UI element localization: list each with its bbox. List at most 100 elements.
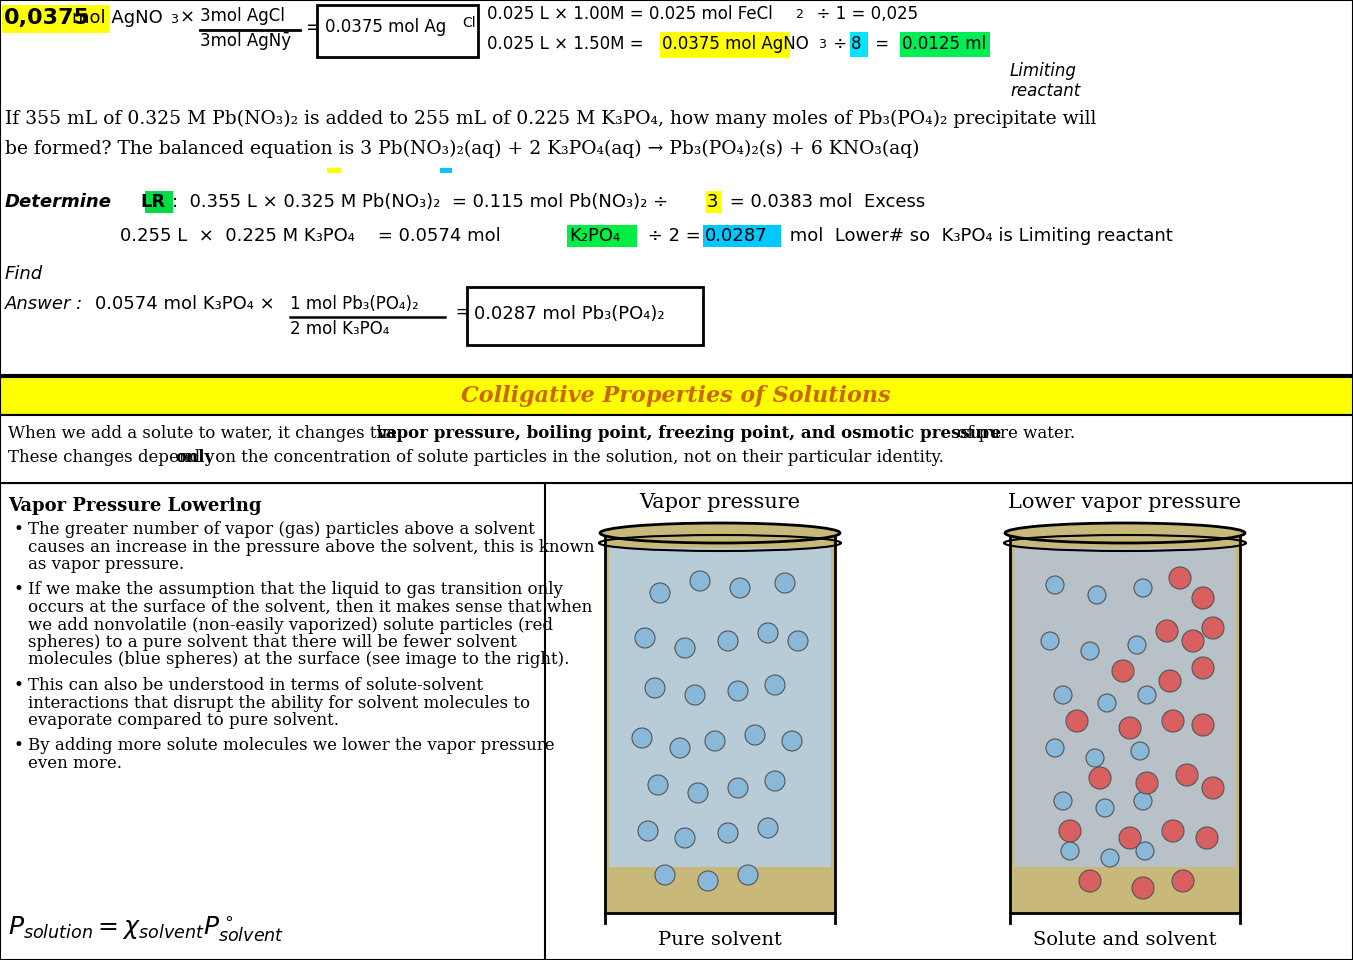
Bar bbox=[850, 32, 869, 57]
Circle shape bbox=[1162, 820, 1184, 842]
Circle shape bbox=[1134, 579, 1151, 597]
Circle shape bbox=[1101, 849, 1119, 867]
Circle shape bbox=[1201, 617, 1224, 639]
Circle shape bbox=[1119, 717, 1141, 739]
Text: ÷ 1 = 0,025: ÷ 1 = 0,025 bbox=[806, 5, 919, 23]
Circle shape bbox=[1086, 749, 1104, 767]
Circle shape bbox=[655, 865, 675, 885]
Text: ×: × bbox=[180, 9, 195, 27]
Text: =: = bbox=[451, 303, 476, 321]
Circle shape bbox=[1196, 827, 1218, 849]
Text: 0.0287: 0.0287 bbox=[705, 227, 767, 245]
Bar bbox=[609, 548, 831, 868]
Text: 1 mol Pb₃(PO₄)₂: 1 mol Pb₃(PO₄)₂ bbox=[290, 295, 418, 313]
Circle shape bbox=[1089, 767, 1111, 789]
Text: 0.0375 mol Ag: 0.0375 mol Ag bbox=[325, 18, 446, 36]
Circle shape bbox=[782, 731, 802, 751]
Circle shape bbox=[649, 583, 670, 603]
Text: on the concentration of solute particles in the solution, not on their particula: on the concentration of solute particles… bbox=[210, 449, 944, 466]
Text: =: = bbox=[870, 35, 894, 53]
Text: •: • bbox=[14, 737, 24, 755]
Bar bbox=[1, 5, 110, 33]
Text: $P_{solution} = \chi_{solvent}P^\circ_{solvent}$: $P_{solution} = \chi_{solvent}P^\circ_{s… bbox=[8, 915, 284, 945]
Bar bbox=[440, 168, 452, 173]
Text: :  0.355 L × 0.325 M Pb(NO₃)₂  = 0.115 mol Pb(NO₃)₂ ÷: : 0.355 L × 0.325 M Pb(NO₃)₂ = 0.115 mol… bbox=[172, 193, 668, 211]
Text: 3: 3 bbox=[170, 13, 177, 26]
Text: causes an increase in the pressure above the solvent, this is known: causes an increase in the pressure above… bbox=[28, 539, 594, 556]
Circle shape bbox=[645, 678, 666, 698]
Circle shape bbox=[1137, 842, 1154, 860]
Circle shape bbox=[764, 675, 785, 695]
Text: These changes depend: These changes depend bbox=[8, 449, 206, 466]
Text: occurs at the surface of the solvent, then it makes sense that when: occurs at the surface of the solvent, th… bbox=[28, 599, 593, 616]
Circle shape bbox=[1172, 870, 1193, 892]
Text: 2 mol K₃PO₄: 2 mol K₃PO₄ bbox=[290, 320, 390, 338]
Circle shape bbox=[670, 738, 690, 758]
Text: only: only bbox=[175, 449, 214, 466]
Text: ÷: ÷ bbox=[828, 35, 852, 53]
Text: When we add a solute to water, it changes the: When we add a solute to water, it change… bbox=[8, 425, 402, 442]
Text: Vapor Pressure Lowering: Vapor Pressure Lowering bbox=[8, 497, 261, 515]
Circle shape bbox=[758, 818, 778, 838]
Text: Limiting: Limiting bbox=[1009, 62, 1077, 80]
Text: 3mol AgCl: 3mol AgCl bbox=[200, 7, 285, 25]
Text: molecules (blue spheres) at the surface (see image to the right).: molecules (blue spheres) at the surface … bbox=[28, 652, 570, 668]
Text: 3: 3 bbox=[819, 38, 825, 51]
Text: If we make the assumption that the liquid to gas transition only: If we make the assumption that the liqui… bbox=[28, 582, 563, 598]
Circle shape bbox=[1137, 772, 1158, 794]
Circle shape bbox=[1138, 686, 1155, 704]
Text: reactant: reactant bbox=[1009, 82, 1080, 100]
Circle shape bbox=[1046, 576, 1063, 594]
Text: If 355 mL of 0.325 M Pb(NO₃)₂ is added to 255 mL of 0.225 M K₃PO₄, how many mole: If 355 mL of 0.325 M Pb(NO₃)₂ is added t… bbox=[5, 110, 1096, 129]
Text: 0.0125 ml: 0.0125 ml bbox=[902, 35, 986, 53]
Circle shape bbox=[690, 571, 710, 591]
Circle shape bbox=[731, 578, 750, 598]
Circle shape bbox=[1160, 670, 1181, 692]
Ellipse shape bbox=[599, 523, 840, 543]
Circle shape bbox=[1061, 842, 1078, 860]
FancyBboxPatch shape bbox=[467, 287, 704, 345]
Text: The greater number of vapor (gas) particles above a solvent: The greater number of vapor (gas) partic… bbox=[28, 521, 534, 538]
Text: K₂PO₄: K₂PO₄ bbox=[570, 227, 620, 245]
Text: Find: Find bbox=[5, 265, 43, 283]
Text: mol AgNO: mol AgNO bbox=[72, 9, 162, 27]
Text: 0.0375 mol AgNO: 0.0375 mol AgNO bbox=[662, 35, 809, 53]
Text: 0.025 L × 1.50M =: 0.025 L × 1.50M = bbox=[487, 35, 644, 53]
Circle shape bbox=[1132, 877, 1154, 899]
Text: ÷ 2 =: ÷ 2 = bbox=[643, 227, 706, 245]
Circle shape bbox=[1155, 620, 1178, 642]
Circle shape bbox=[635, 628, 655, 648]
Text: •: • bbox=[14, 582, 24, 598]
Text: This can also be understood in terms of solute-solvent: This can also be understood in terms of … bbox=[28, 677, 483, 694]
Circle shape bbox=[1099, 694, 1116, 712]
Circle shape bbox=[1192, 657, 1214, 679]
Text: Colligative Properties of Solutions: Colligative Properties of Solutions bbox=[461, 385, 890, 407]
Circle shape bbox=[728, 778, 748, 798]
Bar bbox=[0, 0, 1353, 375]
Circle shape bbox=[1054, 686, 1072, 704]
Text: 0.0574 mol K₃PO₄ ×: 0.0574 mol K₃PO₄ × bbox=[95, 295, 275, 313]
Circle shape bbox=[764, 771, 785, 791]
Circle shape bbox=[1046, 739, 1063, 757]
Bar bbox=[0, 377, 1353, 415]
Bar bbox=[704, 225, 781, 247]
Circle shape bbox=[746, 725, 764, 745]
Circle shape bbox=[1162, 710, 1184, 732]
Circle shape bbox=[1131, 742, 1149, 760]
Text: 8: 8 bbox=[851, 35, 862, 53]
Circle shape bbox=[1128, 636, 1146, 654]
Circle shape bbox=[632, 728, 652, 748]
Circle shape bbox=[737, 865, 758, 885]
Circle shape bbox=[1176, 764, 1197, 786]
Text: Solute and solvent: Solute and solvent bbox=[1034, 931, 1216, 949]
Circle shape bbox=[685, 685, 705, 705]
Circle shape bbox=[1081, 642, 1099, 660]
Circle shape bbox=[1054, 792, 1072, 810]
Text: as vapor pressure.: as vapor pressure. bbox=[28, 556, 184, 573]
Bar bbox=[1013, 548, 1237, 868]
Text: •: • bbox=[14, 521, 24, 538]
Text: Cl: Cl bbox=[461, 16, 476, 30]
Bar bbox=[605, 533, 835, 913]
Circle shape bbox=[1183, 630, 1204, 652]
Circle shape bbox=[1059, 820, 1081, 842]
